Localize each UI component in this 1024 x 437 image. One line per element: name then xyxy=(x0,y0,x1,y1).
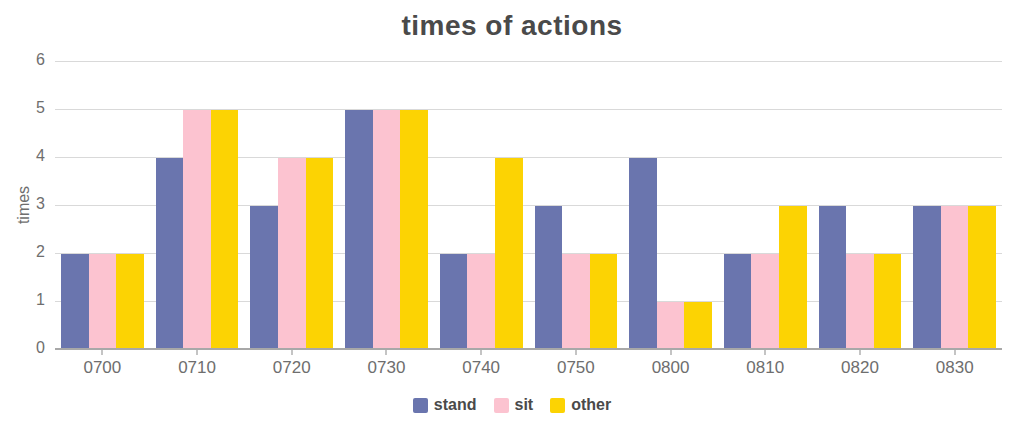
bar-other-0750[interactable] xyxy=(590,254,618,350)
bar-sit-0740[interactable] xyxy=(467,254,495,350)
legend-label: stand xyxy=(434,396,477,414)
bar-stand-0700[interactable] xyxy=(61,254,89,350)
x-tick-mark xyxy=(859,350,861,355)
bar-sit-0720[interactable] xyxy=(278,158,306,350)
bar-group-0700 xyxy=(55,62,150,350)
x-tick-mark xyxy=(291,350,293,355)
legend-swatch-stand xyxy=(413,398,428,413)
bar-group-0720 xyxy=(244,62,339,350)
x-tick-label: 0810 xyxy=(718,359,813,376)
plot-area: 0123456 xyxy=(55,62,1002,350)
bar-stand-0730[interactable] xyxy=(345,110,373,350)
chart-title: times of actions xyxy=(0,10,1024,42)
bar-group-0800 xyxy=(623,62,718,350)
bar-groups xyxy=(55,62,1002,350)
y-tick-label: 5 xyxy=(36,100,45,116)
x-tick-mark xyxy=(196,350,198,355)
bar-chart: times of actions times 0123456 070007100… xyxy=(0,0,1024,437)
bar-stand-0810[interactable] xyxy=(724,254,752,350)
x-tick-mark xyxy=(670,350,672,355)
bar-sit-0800[interactable] xyxy=(657,302,685,350)
bar-sit-0830[interactable] xyxy=(941,206,969,350)
bar-other-0730[interactable] xyxy=(400,110,428,350)
y-tick-label: 1 xyxy=(36,292,45,308)
legend-item-other[interactable]: other xyxy=(550,396,611,414)
legend: stand sit other xyxy=(0,396,1024,414)
legend-label: other xyxy=(571,396,611,414)
bar-other-0820[interactable] xyxy=(874,254,902,350)
bar-stand-0820[interactable] xyxy=(819,206,847,350)
x-cell-0740: 0740 xyxy=(434,350,529,376)
bar-stand-0750[interactable] xyxy=(535,206,563,350)
bar-group-0710 xyxy=(150,62,245,350)
x-axis: 0700071007200730074007500800081008200830 xyxy=(55,350,1002,376)
x-tick-label: 0820 xyxy=(813,359,908,376)
y-tick-label: 2 xyxy=(36,244,45,260)
legend-item-sit[interactable]: sit xyxy=(494,396,534,414)
legend-item-stand[interactable]: stand xyxy=(413,396,477,414)
x-cell-0730: 0730 xyxy=(339,350,434,376)
x-tick-label: 0830 xyxy=(907,359,1002,376)
bar-stand-0800[interactable] xyxy=(629,158,657,350)
bar-sit-0820[interactable] xyxy=(846,254,874,350)
x-tick-label: 0750 xyxy=(529,359,624,376)
x-tick-mark xyxy=(575,350,577,355)
bar-group-0830 xyxy=(907,62,1002,350)
bar-other-0720[interactable] xyxy=(306,158,334,350)
x-tick-label: 0740 xyxy=(434,359,529,376)
x-cell-0830: 0830 xyxy=(907,350,1002,376)
axis-baseline: 0 xyxy=(55,348,1002,350)
bar-stand-0720[interactable] xyxy=(250,206,278,350)
x-cell-0750: 0750 xyxy=(529,350,624,376)
bar-sit-0710[interactable] xyxy=(183,110,211,350)
bar-stand-0740[interactable] xyxy=(440,254,468,350)
bar-other-0740[interactable] xyxy=(495,158,523,350)
bar-group-0810 xyxy=(718,62,813,350)
legend-swatch-other xyxy=(550,398,565,413)
bar-group-0740 xyxy=(434,62,529,350)
x-cell-0710: 0710 xyxy=(150,350,245,376)
x-tick-label: 0710 xyxy=(150,359,245,376)
bar-sit-0750[interactable] xyxy=(562,254,590,350)
x-cell-0820: 0820 xyxy=(813,350,908,376)
bar-sit-0810[interactable] xyxy=(751,254,779,350)
bar-sit-0700[interactable] xyxy=(89,254,117,350)
x-tick-mark xyxy=(954,350,956,355)
bar-group-0750 xyxy=(529,62,624,350)
x-tick-label: 0700 xyxy=(55,359,150,376)
x-cell-0700: 0700 xyxy=(55,350,150,376)
bar-other-0700[interactable] xyxy=(116,254,144,350)
bar-group-0820 xyxy=(813,62,908,350)
y-tick-label: 3 xyxy=(36,196,45,212)
y-tick-label: 4 xyxy=(36,148,45,164)
bar-stand-0830[interactable] xyxy=(913,206,941,350)
x-tick-mark xyxy=(101,350,103,355)
x-tick-label: 0800 xyxy=(623,359,718,376)
x-tick-mark xyxy=(480,350,482,355)
x-tick-mark xyxy=(385,350,387,355)
x-tick-label: 0730 xyxy=(339,359,434,376)
y-tick-label: 6 xyxy=(36,52,45,68)
y-axis-title: times xyxy=(15,186,33,224)
x-tick-label: 0720 xyxy=(244,359,339,376)
bar-group-0730 xyxy=(339,62,434,350)
x-cell-0810: 0810 xyxy=(718,350,813,376)
y-tick-label: 0 xyxy=(36,340,45,356)
x-cell-0800: 0800 xyxy=(623,350,718,376)
x-cell-0720: 0720 xyxy=(244,350,339,376)
bar-stand-0710[interactable] xyxy=(156,158,184,350)
legend-label: sit xyxy=(515,396,534,414)
bar-other-0810[interactable] xyxy=(779,206,807,350)
bar-other-0800[interactable] xyxy=(684,302,712,350)
bar-other-0830[interactable] xyxy=(968,206,996,350)
bar-sit-0730[interactable] xyxy=(373,110,401,350)
bar-other-0710[interactable] xyxy=(211,110,239,350)
x-tick-mark xyxy=(764,350,766,355)
legend-swatch-sit xyxy=(494,398,509,413)
